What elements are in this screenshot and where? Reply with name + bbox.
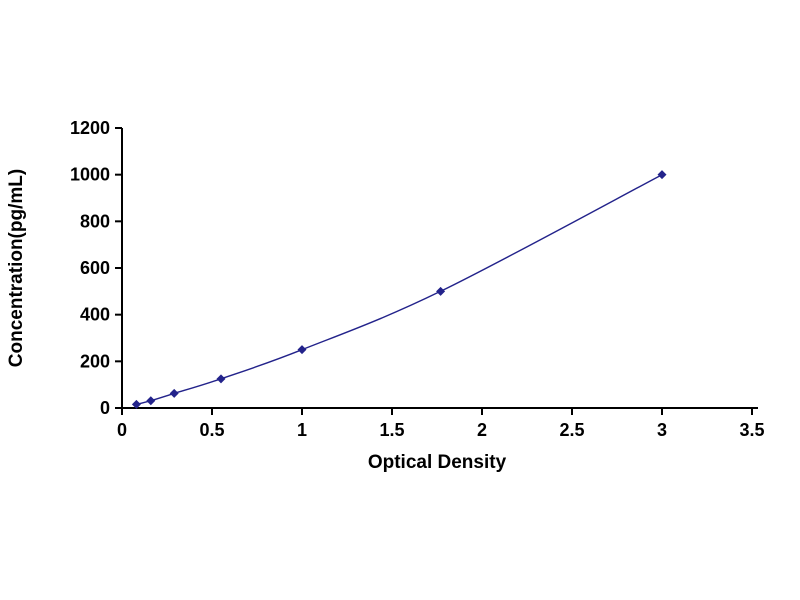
- y-tick-label: 200: [80, 351, 110, 371]
- data-point-marker: [131, 399, 141, 409]
- data-point-marker: [169, 388, 179, 398]
- data-point-marker: [216, 374, 226, 384]
- x-tick-label: 0.5: [199, 420, 224, 440]
- curve-line: [136, 174, 663, 406]
- data-point-marker: [436, 286, 446, 296]
- x-tick-label: 2: [477, 420, 487, 440]
- y-tick-label: 800: [80, 211, 110, 231]
- y-tick-label: 400: [80, 305, 110, 325]
- x-tick-label: 1.5: [379, 420, 404, 440]
- x-axis-title: Optical Density: [368, 452, 507, 473]
- data-point-marker: [146, 396, 156, 406]
- x-tick-label: 3.5: [739, 420, 764, 440]
- y-tick-label: 1000: [70, 165, 110, 185]
- y-tick-label: 0: [100, 398, 110, 418]
- data-point-marker: [657, 170, 667, 180]
- x-tick-label: 3: [657, 420, 667, 440]
- data-point-marker: [297, 345, 307, 355]
- plot-layer: 0 0.5 1 1.5 2 2.5 3 3.5 0 200 400 600 800 1000 1200: [70, 118, 765, 440]
- y-tick-label: 1200: [70, 118, 110, 138]
- y-axis-title: Concentration(pg/mL): [6, 169, 27, 367]
- x-tick-label: 2.5: [559, 420, 584, 440]
- y-tick-label: 600: [80, 258, 110, 278]
- x-tick-label: 1: [297, 420, 307, 440]
- x-tick-label: 0: [117, 420, 127, 440]
